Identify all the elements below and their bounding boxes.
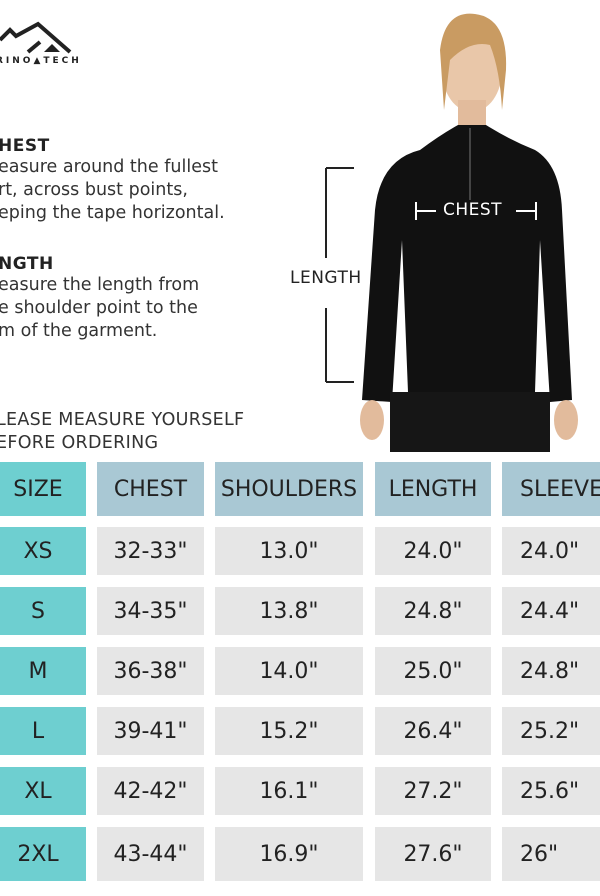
table-cell-chest: 39-41" xyxy=(97,707,204,755)
table-cell-size: S xyxy=(0,587,86,635)
table-cell-chest: 32-33" xyxy=(97,527,204,575)
table-cell-size: XL xyxy=(0,767,86,815)
table-cell-sleeve: 25.2" xyxy=(502,707,600,755)
brand-logo-icon xyxy=(0,21,72,54)
table-cell-chest: 34-35" xyxy=(97,587,204,635)
measure-notice: LEASE MEASURE YOURSELF EFORE ORDERING xyxy=(0,409,244,455)
length-label: LENGTH xyxy=(290,268,362,288)
column-header-sleeve: SLEEVE xyxy=(502,462,600,516)
brand-logo-text: RINO▲TECH xyxy=(0,56,82,66)
chest-guide-title: HEST xyxy=(0,136,50,156)
table-cell-size: M xyxy=(0,647,86,695)
table-cell-sleeve: 26" xyxy=(502,827,600,881)
table-cell-length: 24.0" xyxy=(375,527,491,575)
table-cell-length: 25.0" xyxy=(375,647,491,695)
length-guide: NGTH easure the length from e shoulder p… xyxy=(0,254,199,343)
table-cell-chest: 42-42" xyxy=(97,767,204,815)
table-cell-sleeve: 24.0" xyxy=(502,527,600,575)
table-cell-shoulders: 13.8" xyxy=(215,587,363,635)
table-cell-sleeve: 24.8" xyxy=(502,647,600,695)
column-header-chest: CHEST xyxy=(97,462,204,516)
length-guide-title: NGTH xyxy=(0,254,54,274)
table-cell-size: 2XL xyxy=(0,827,86,881)
table-cell-length: 24.8" xyxy=(375,587,491,635)
notice-line: EFORE ORDERING xyxy=(0,433,159,453)
table-cell-chest: 36-38" xyxy=(97,647,204,695)
table-cell-length: 26.4" xyxy=(375,707,491,755)
chest-guide-line: eping the tape horizontal. xyxy=(0,203,225,223)
chest-label: CHEST xyxy=(443,200,503,220)
length-guide-line: m of the garment. xyxy=(0,321,158,341)
column-header-size: SIZE xyxy=(0,462,86,516)
chest-guide-line: rt, across bust points, xyxy=(0,180,188,200)
chest-guide-line: easure around the fullest xyxy=(0,157,218,177)
chest-guide: HEST easure around the fullest rt, acros… xyxy=(0,136,225,225)
table-cell-size: L xyxy=(0,707,86,755)
table-cell-shoulders: 13.0" xyxy=(215,527,363,575)
table-cell-length: 27.6" xyxy=(375,827,491,881)
table-cell-sleeve: 24.4" xyxy=(502,587,600,635)
table-cell-shoulders: 14.0" xyxy=(215,647,363,695)
table-cell-sleeve: 25.6" xyxy=(502,767,600,815)
table-cell-length: 27.2" xyxy=(375,767,491,815)
column-header-shoulders: SHOULDERS xyxy=(215,462,363,516)
notice-line: LEASE MEASURE YOURSELF xyxy=(0,410,245,430)
length-guide-line: easure the length from xyxy=(0,275,200,295)
model-photo xyxy=(360,13,578,452)
length-guide-line: e shoulder point to the xyxy=(0,298,198,318)
table-cell-shoulders: 16.9" xyxy=(215,827,363,881)
table-cell-size: XS xyxy=(0,527,86,575)
measurement-lines xyxy=(325,167,537,383)
column-header-length: LENGTH xyxy=(375,462,491,516)
table-cell-shoulders: 16.1" xyxy=(215,767,363,815)
table-cell-chest: 43-44" xyxy=(97,827,204,881)
table-cell-shoulders: 15.2" xyxy=(215,707,363,755)
